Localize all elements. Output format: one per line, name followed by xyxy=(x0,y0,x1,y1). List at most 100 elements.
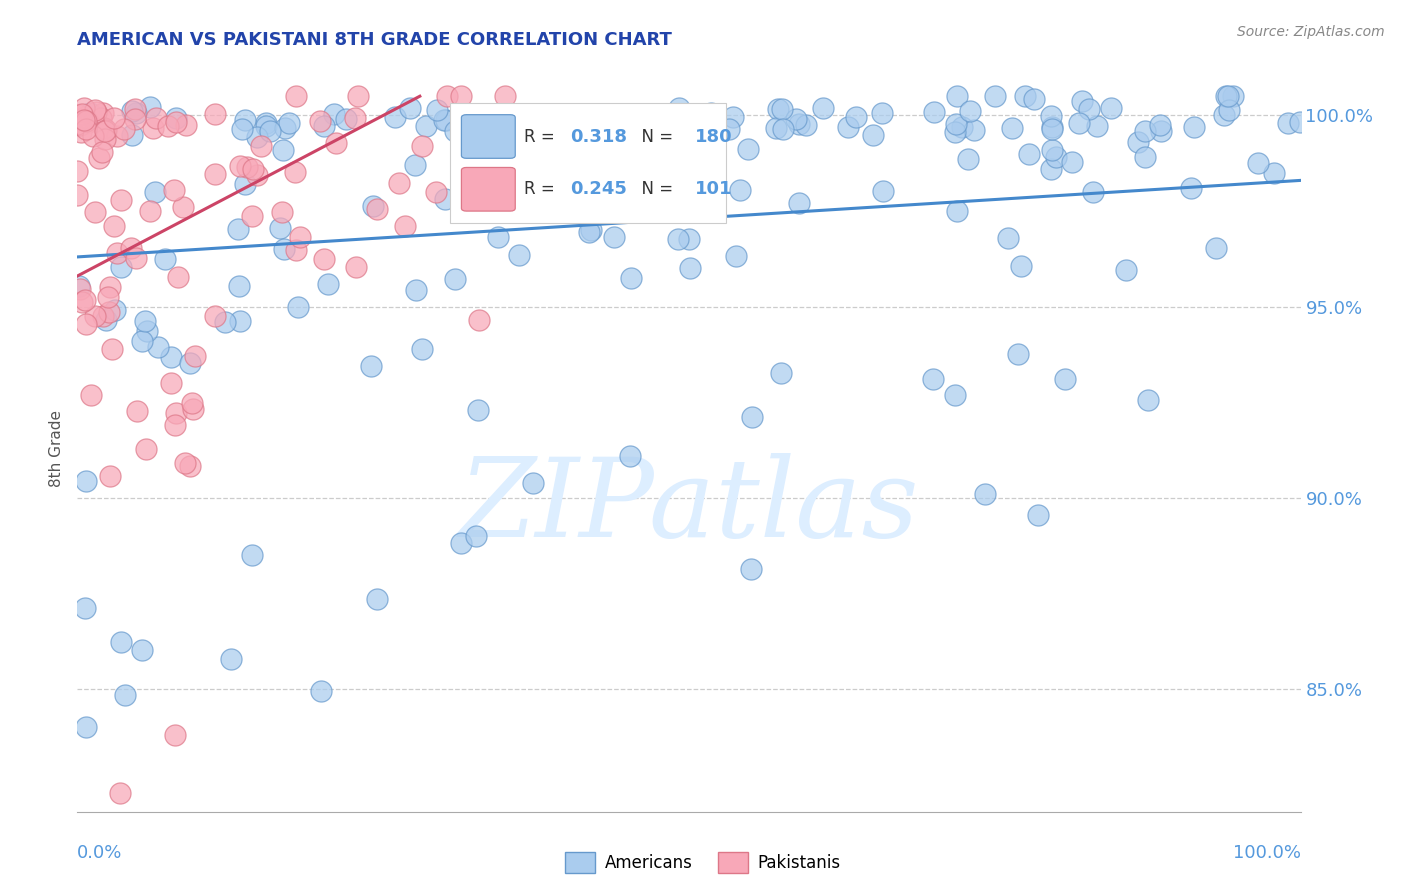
Point xyxy=(574,109,596,123)
Text: R =: R = xyxy=(524,180,560,198)
Point xyxy=(702,128,724,143)
Point xyxy=(495,117,517,131)
Point xyxy=(77,115,100,129)
Text: AMERICAN VS PAKISTANI 8TH GRADE CORRELATION CHART: AMERICAN VS PAKISTANI 8TH GRADE CORRELAT… xyxy=(77,31,672,49)
Point xyxy=(679,260,702,275)
Point xyxy=(73,293,96,308)
Point xyxy=(184,350,207,364)
Point xyxy=(1150,124,1173,138)
Point xyxy=(997,231,1019,245)
Point xyxy=(957,152,980,166)
Point xyxy=(179,356,201,370)
Point xyxy=(700,106,723,120)
Point xyxy=(67,278,90,293)
Point xyxy=(668,101,690,115)
Point xyxy=(1039,109,1062,123)
Point xyxy=(785,112,807,126)
Point xyxy=(1099,101,1122,115)
Point xyxy=(229,159,252,173)
Point xyxy=(97,290,120,304)
Point xyxy=(534,109,557,123)
Point xyxy=(633,186,655,201)
Point xyxy=(1026,508,1049,522)
Point xyxy=(70,107,93,121)
Point xyxy=(165,728,187,742)
Point xyxy=(522,475,544,490)
Point xyxy=(98,280,121,294)
Point xyxy=(388,176,411,190)
Point xyxy=(973,486,995,500)
Point xyxy=(740,562,762,576)
Point xyxy=(787,117,810,131)
Point xyxy=(82,128,104,143)
Point xyxy=(179,458,201,473)
Point xyxy=(568,119,591,133)
Point xyxy=(155,252,177,266)
Point xyxy=(91,105,114,120)
Point xyxy=(770,102,793,116)
Point xyxy=(98,305,121,319)
Y-axis label: 8th Grade: 8th Grade xyxy=(49,409,65,487)
Point xyxy=(180,395,202,409)
Point xyxy=(1182,120,1205,134)
Point xyxy=(796,118,818,132)
Point xyxy=(811,101,834,115)
Point xyxy=(486,229,509,244)
Point xyxy=(1007,347,1029,361)
Point xyxy=(66,112,89,126)
Point xyxy=(644,122,666,136)
Text: Source: ZipAtlas.com: Source: ZipAtlas.com xyxy=(1237,25,1385,39)
Point xyxy=(75,474,97,488)
Point xyxy=(233,178,256,192)
Point xyxy=(84,105,107,120)
Point xyxy=(415,119,437,133)
Point xyxy=(1070,94,1092,108)
Point xyxy=(737,142,759,156)
Point xyxy=(75,122,97,136)
Point xyxy=(467,402,489,417)
Point xyxy=(79,106,101,120)
Point xyxy=(959,103,981,118)
Point xyxy=(1218,103,1240,117)
Point xyxy=(90,111,112,125)
Point xyxy=(316,277,339,292)
Point xyxy=(1040,143,1063,157)
Point xyxy=(103,302,125,317)
Point xyxy=(444,124,467,138)
Point xyxy=(166,269,188,284)
Point xyxy=(1149,118,1171,132)
Point xyxy=(145,112,167,126)
Point xyxy=(619,450,641,464)
Point xyxy=(425,185,447,199)
Point xyxy=(322,107,344,121)
Point xyxy=(508,248,530,262)
Point xyxy=(67,108,90,122)
Point xyxy=(1289,115,1312,129)
Point xyxy=(630,108,652,122)
Text: ZIPatlas: ZIPatlas xyxy=(458,452,920,560)
Point xyxy=(541,124,564,138)
Point xyxy=(70,295,93,310)
Point xyxy=(157,119,180,133)
Point xyxy=(87,151,110,165)
Point xyxy=(1045,150,1067,164)
Text: 0.0%: 0.0% xyxy=(77,845,122,863)
Point xyxy=(1040,122,1063,136)
Point xyxy=(678,232,700,246)
Point xyxy=(872,184,894,198)
Point xyxy=(259,124,281,138)
Point xyxy=(620,271,643,285)
Text: 100.0%: 100.0% xyxy=(1233,845,1301,863)
Point xyxy=(1205,241,1227,255)
Point xyxy=(105,246,128,260)
Point xyxy=(460,123,482,137)
Text: N =: N = xyxy=(631,128,679,145)
Point xyxy=(366,202,388,216)
Point xyxy=(73,101,96,115)
Text: 101: 101 xyxy=(695,180,733,198)
Point xyxy=(769,366,792,380)
Point xyxy=(69,118,91,132)
Point xyxy=(83,204,105,219)
Point xyxy=(950,120,973,134)
Point xyxy=(531,186,554,200)
